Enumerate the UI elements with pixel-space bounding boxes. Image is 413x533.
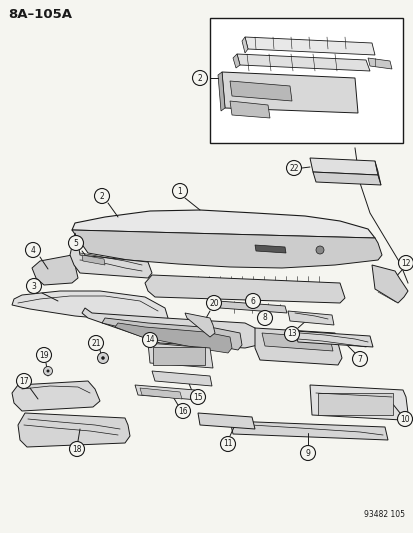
- Text: 15: 15: [193, 392, 202, 401]
- Polygon shape: [18, 413, 130, 447]
- Polygon shape: [244, 37, 374, 55]
- Polygon shape: [254, 328, 341, 365]
- Circle shape: [69, 441, 84, 456]
- Circle shape: [351, 351, 367, 367]
- Text: 8: 8: [262, 313, 267, 322]
- Polygon shape: [72, 230, 381, 268]
- Polygon shape: [230, 421, 387, 440]
- Circle shape: [47, 370, 49, 372]
- Polygon shape: [12, 291, 168, 323]
- Text: 21: 21: [91, 338, 100, 348]
- Polygon shape: [218, 301, 286, 313]
- Circle shape: [206, 295, 221, 311]
- Polygon shape: [102, 318, 242, 350]
- Circle shape: [398, 255, 413, 271]
- Text: 93482 105: 93482 105: [363, 510, 404, 519]
- Text: 22: 22: [289, 164, 298, 173]
- Polygon shape: [374, 161, 380, 185]
- Text: 19: 19: [39, 351, 49, 359]
- Polygon shape: [82, 308, 261, 348]
- Circle shape: [396, 411, 411, 426]
- Text: 7: 7: [357, 354, 361, 364]
- Text: 13: 13: [287, 329, 296, 338]
- Polygon shape: [145, 275, 344, 303]
- Bar: [153, 347, 204, 365]
- Polygon shape: [221, 72, 357, 113]
- Polygon shape: [309, 385, 407, 420]
- Circle shape: [315, 246, 323, 254]
- Text: 3: 3: [31, 281, 36, 290]
- Polygon shape: [312, 172, 380, 185]
- Circle shape: [286, 160, 301, 175]
- Polygon shape: [197, 413, 254, 429]
- Text: 20: 20: [209, 298, 218, 308]
- Text: 1: 1: [177, 187, 182, 196]
- Polygon shape: [309, 158, 377, 175]
- Text: 5: 5: [74, 238, 78, 247]
- Polygon shape: [135, 385, 197, 400]
- Polygon shape: [115, 323, 231, 353]
- Polygon shape: [233, 54, 240, 68]
- Circle shape: [190, 390, 205, 405]
- Circle shape: [26, 279, 41, 294]
- Polygon shape: [371, 265, 407, 303]
- Circle shape: [220, 437, 235, 451]
- Circle shape: [257, 311, 272, 326]
- Polygon shape: [72, 230, 374, 253]
- Polygon shape: [367, 58, 391, 69]
- Polygon shape: [294, 331, 372, 347]
- Polygon shape: [32, 255, 78, 285]
- Polygon shape: [152, 371, 211, 386]
- Text: 18: 18: [72, 445, 81, 454]
- Text: 2: 2: [100, 191, 104, 200]
- Polygon shape: [254, 245, 285, 253]
- Circle shape: [300, 446, 315, 461]
- Bar: [209, 18, 402, 143]
- Circle shape: [192, 70, 207, 85]
- Polygon shape: [287, 311, 333, 325]
- Polygon shape: [72, 210, 374, 251]
- Polygon shape: [218, 72, 224, 111]
- Circle shape: [43, 367, 52, 376]
- Polygon shape: [230, 81, 291, 101]
- Circle shape: [175, 403, 190, 418]
- Bar: [317, 393, 392, 415]
- Text: 9: 9: [305, 448, 310, 457]
- Circle shape: [172, 183, 187, 198]
- Text: 12: 12: [400, 259, 410, 268]
- Circle shape: [68, 236, 83, 251]
- Text: 11: 11: [223, 440, 232, 448]
- Text: 2: 2: [197, 74, 202, 83]
- Polygon shape: [70, 233, 152, 278]
- Polygon shape: [242, 37, 247, 53]
- Polygon shape: [236, 54, 369, 71]
- Polygon shape: [82, 255, 105, 265]
- Circle shape: [245, 294, 260, 309]
- Circle shape: [97, 352, 108, 364]
- Circle shape: [94, 189, 109, 204]
- Polygon shape: [230, 101, 269, 118]
- Circle shape: [284, 327, 299, 342]
- Text: 16: 16: [178, 407, 188, 416]
- Circle shape: [36, 348, 51, 362]
- Polygon shape: [185, 313, 214, 337]
- Text: 8A–105A: 8A–105A: [8, 8, 72, 21]
- Circle shape: [17, 374, 31, 389]
- Text: 10: 10: [399, 415, 409, 424]
- Text: 6: 6: [250, 296, 255, 305]
- Circle shape: [101, 357, 104, 359]
- Text: 4: 4: [31, 246, 36, 254]
- Circle shape: [26, 243, 40, 257]
- Polygon shape: [261, 333, 332, 351]
- Circle shape: [142, 333, 157, 348]
- Polygon shape: [12, 381, 100, 411]
- Text: 14: 14: [145, 335, 154, 344]
- Polygon shape: [140, 388, 182, 399]
- Polygon shape: [147, 343, 212, 368]
- Text: 17: 17: [19, 376, 29, 385]
- Circle shape: [88, 335, 103, 351]
